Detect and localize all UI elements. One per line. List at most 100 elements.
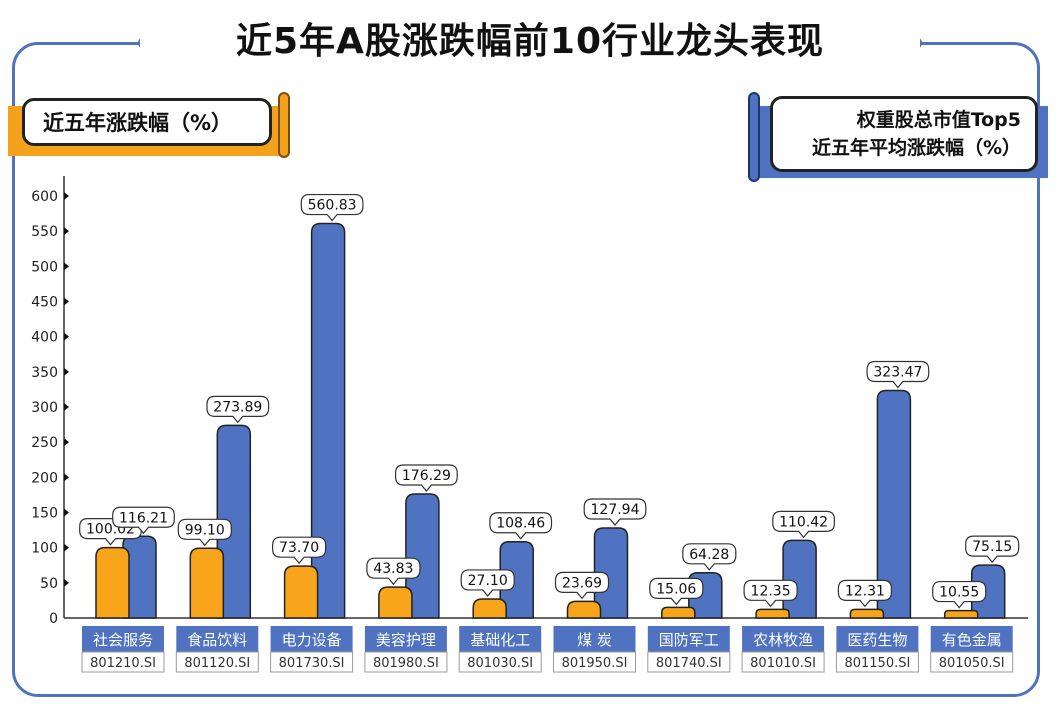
y-tick-marker [64,367,69,376]
y-tick-marker [64,227,69,236]
category-label-bg [647,626,730,652]
top5-value-callout [682,543,737,571]
top5-value-label: 176.29 [402,468,451,484]
category-label: 社会服务 [93,631,153,649]
top5-value-label: 116.21 [119,510,168,526]
bar-industry [378,586,413,619]
bar-top5 [122,535,157,619]
top5-value-callout [772,510,835,539]
industry-value-label: 23.69 [562,575,602,591]
left-label-scroll [278,92,290,158]
top5-value-label: 110.42 [779,514,828,530]
industry-value-callout [177,518,232,547]
category-code: 801740.SI [656,656,722,671]
category-code: 801030.SI [467,656,533,671]
y-tick-marker [64,578,69,587]
category-code: 801120.SI [184,656,250,671]
y-tick-marker [64,192,69,200]
code-label-bg [741,651,825,673]
y-tick-label: 0 [49,611,58,627]
chart-title: 近5年A股涨跌幅前10行业龙头表现 [235,21,824,62]
bar-industry [283,565,319,619]
right-label-line2: 近五年平均涨跌幅（%） [811,137,1021,159]
industry-value-callout [837,579,892,608]
bar-top5 [593,527,629,619]
industry-value-label: 73.70 [279,540,319,556]
industry-value-callout [932,580,987,609]
top5-value-label: 75.15 [972,539,1012,555]
industry-value-callout [743,579,798,608]
industry-value-label: 15.06 [656,581,696,597]
code-label-bg [553,651,636,673]
y-tick-label: 450 [31,295,58,311]
y-tick-label: 50 [40,576,58,592]
bar-top5 [970,564,1006,619]
top5-value-label: 64.28 [689,547,729,563]
top5-value-callout [395,464,458,492]
code-label-bg [175,651,259,673]
category-code: 801150.SI [844,656,910,671]
category-label: 有色金属 [942,631,1002,649]
industry-value-label: 99.10 [185,522,225,538]
bar-top5 [782,539,817,619]
industry-value-label: 12.31 [845,583,885,599]
industry-value-label: 10.55 [939,585,979,601]
y-tick-marker [64,508,69,517]
category-label: 电力设备 [282,631,342,649]
y-tick-label: 150 [31,506,58,522]
y-tick-label: 100 [31,541,58,557]
bar-industry [472,598,507,619]
code-label-bg [81,651,165,673]
right-series-label: 权重股总市值Top5 近五年平均涨跌幅（%） [748,92,1048,182]
left-label-text: 近五年涨跌幅（%） [22,98,272,146]
top5-value-label: 323.47 [873,364,922,380]
code-label-bg [647,651,731,673]
y-tick-label: 350 [31,365,58,381]
code-label-bg [270,651,354,673]
y-tick-label: 600 [31,189,58,205]
category-code: 801050.SI [939,656,1005,671]
category-label-bg [176,626,259,652]
top5-value-callout [112,506,175,535]
category-label: 医药生物 [847,631,907,649]
category-label: 美容护理 [376,631,436,649]
category-code: 801210.SI [90,656,156,671]
category-label-bg [930,626,1013,652]
category-label-bg [459,626,542,652]
category-code: 801010.SI [750,656,816,671]
y-tick-marker [64,438,69,447]
category-label-bg [836,626,919,652]
y-tick-marker [64,543,69,552]
bar-industry [755,608,790,619]
top5-value-label: 127.94 [591,502,640,518]
left-series-label: 近五年涨跌幅（%） [8,92,290,158]
code-label-bg [364,651,448,673]
top5-value-callout [583,498,647,526]
industry-value-callout [272,536,327,565]
y-tick-marker [64,262,69,271]
y-tick-marker [64,332,69,341]
top5-value-callout [489,512,553,540]
top5-value-label: 560.83 [308,198,357,214]
category-code: 801950.SI [562,656,628,671]
bar-industry [95,546,130,619]
industry-value-callout [460,569,515,597]
code-label-bg [930,651,1014,673]
category-label: 基础化工 [470,631,530,649]
industry-value-label: 27.10 [468,573,508,589]
category-label-bg [364,626,447,652]
bar-industry [566,600,602,619]
industry-value-callout [649,577,704,606]
bar-top5 [310,222,346,619]
category-label: 煤 炭 [577,631,612,649]
code-label-bg [458,651,542,673]
category-code: 801980.SI [373,656,439,671]
bar-industry [943,609,979,619]
y-tick-label: 400 [31,330,58,346]
y-tick-label: 250 [31,435,58,451]
category-label: 食品饮料 [187,631,247,649]
code-label-bg [835,651,919,673]
category-label: 国防军工 [659,631,719,649]
category-label-bg [270,626,353,652]
